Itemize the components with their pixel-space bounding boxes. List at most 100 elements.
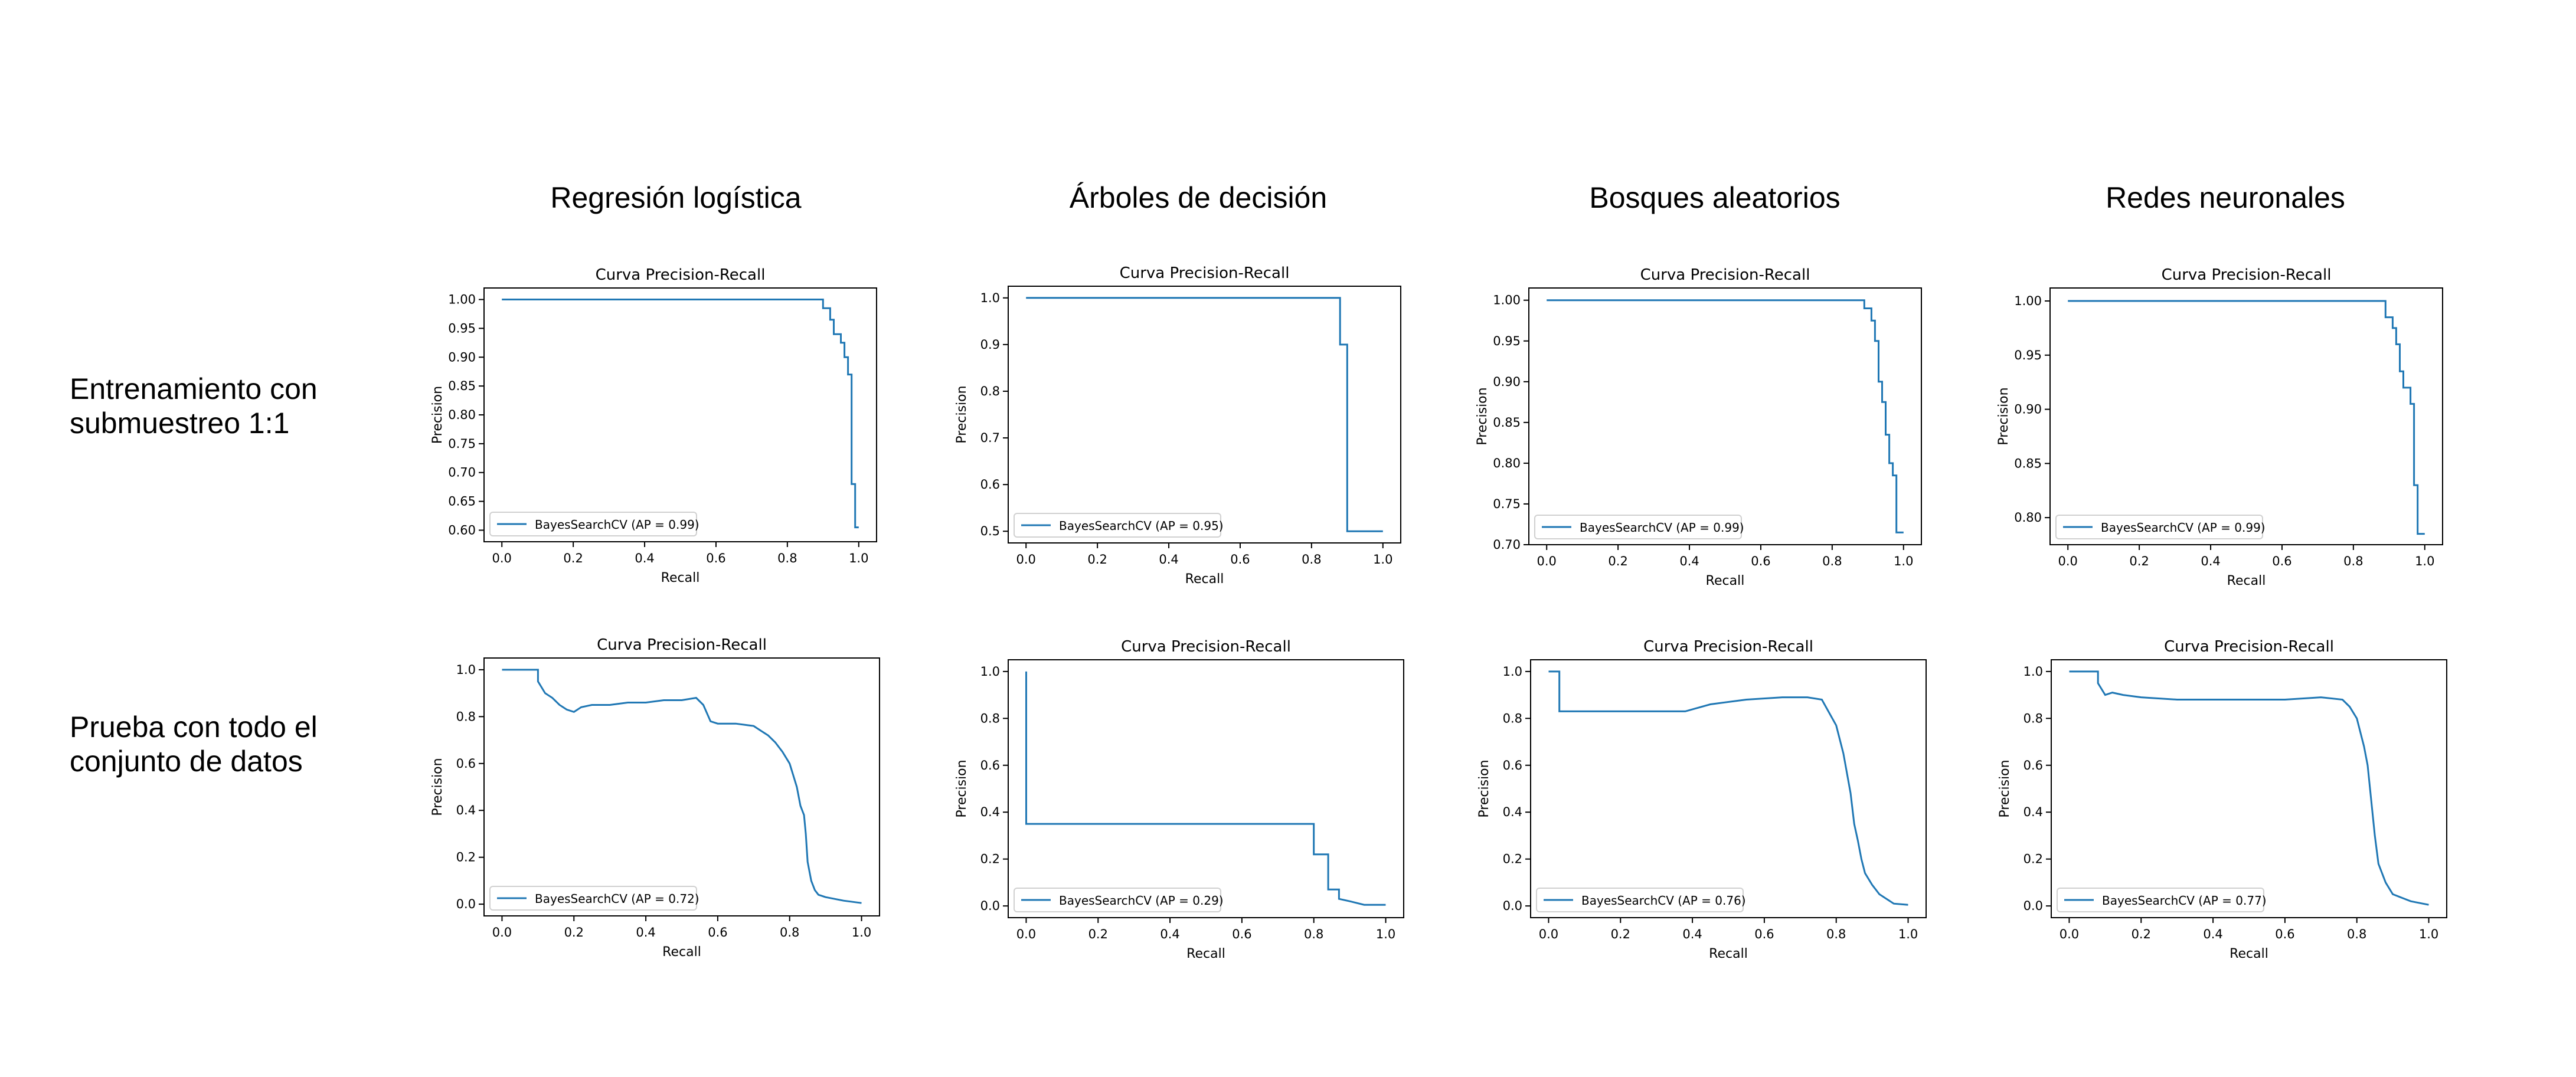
y-axis-label: Precision <box>954 760 969 817</box>
chart-panel-3: Curva Precision-Recall 0.0 0.2 0.4 0.6 0.8 1.0… <box>1475 266 1922 588</box>
x-tick-label: 0.6 <box>708 925 727 939</box>
row-label-2: Prueba con todo el conjunto de datos <box>70 711 318 778</box>
x-tick-label: 0.4 <box>636 925 655 939</box>
x-tick-label: 1.0 <box>2419 927 2438 941</box>
legend-box <box>1534 515 1742 539</box>
x-tick-label: 0.2 <box>1088 927 1108 941</box>
y-tick-label: 0.95 <box>2014 348 2042 362</box>
y-tick-label: 0.80 <box>448 408 476 422</box>
chart-panel-2: Curva Precision-Recall 0.0 0.2 0.4 0.6 0.8 1.0… <box>954 264 1401 587</box>
x-tick-label: 0.8 <box>1304 927 1323 941</box>
y-tick-label: 0.80 <box>1493 456 1521 470</box>
pr-curve-line <box>502 299 859 529</box>
y-tick-label: 0.4 <box>980 805 1000 819</box>
x-tick-label: 0.8 <box>2347 927 2366 941</box>
y-tick-label: 0.8 <box>456 709 476 724</box>
x-tick-label: 0.2 <box>1608 554 1627 568</box>
plot-frame <box>1530 659 1927 918</box>
legend-label: BayesSearchCV (AP = 0.99) <box>535 518 699 532</box>
x-axis-label: Recall <box>662 945 701 960</box>
x-tick-label: 0.6 <box>1232 927 1251 941</box>
y-tick-label: 0.8 <box>980 384 1000 398</box>
legend-label: BayesSearchCV (AP = 0.95) <box>1059 519 1224 533</box>
plot-frame <box>1008 659 1404 918</box>
x-axis-label: Recall <box>1706 574 1745 588</box>
y-tick-label: 0.6 <box>2023 758 2043 772</box>
x-tick-label: 0.8 <box>780 925 799 939</box>
y-tick-label: 0.90 <box>2014 402 2042 417</box>
y-tick-label: 0.90 <box>448 350 476 364</box>
x-tick-label: 0.8 <box>1822 554 1842 568</box>
x-tick-label: 0.0 <box>492 925 512 939</box>
y-tick-label: 0.8 <box>980 711 1000 725</box>
x-tick-label: 0.8 <box>1826 927 1846 941</box>
y-tick-label: 0.0 <box>980 899 1000 913</box>
y-tick-label: 0.2 <box>980 852 1000 866</box>
y-axis-label: Precision <box>430 386 445 444</box>
x-tick-label: 0.4 <box>1679 554 1699 568</box>
x-tick-label: 0.0 <box>1016 927 1036 941</box>
legend-box <box>1014 888 1221 912</box>
y-axis-label: Precision <box>430 758 445 816</box>
y-tick-label: 1.00 <box>2014 294 2042 308</box>
row-label-1: Entrenamiento con submuestreo 1:1 <box>70 372 318 440</box>
y-tick-label: 0.4 <box>1503 805 1522 819</box>
x-tick-label: 0.0 <box>1537 554 1557 568</box>
y-tick-label: 0.8 <box>1503 711 1522 725</box>
x-tick-label: 0.8 <box>2343 554 2363 568</box>
x-tick-label: 0.4 <box>635 551 654 565</box>
legend-box <box>2057 888 2264 912</box>
pr-curve-line <box>2069 670 2429 906</box>
plot-frame <box>1008 286 1401 544</box>
x-axis-label: Recall <box>1709 947 1748 961</box>
legend-box <box>1536 888 1744 912</box>
chart-title: Curva Precision-Recall <box>597 636 767 654</box>
x-tick-label: 0.0 <box>1539 927 1558 941</box>
x-tick-label: 0.0 <box>1016 552 1036 567</box>
legend-label: BayesSearchCV (AP = 0.77) <box>2102 893 2267 908</box>
y-axis-label: Precision <box>954 385 969 443</box>
y-tick-label: 0.80 <box>2014 510 2042 525</box>
x-tick-label: 0.4 <box>2203 927 2222 941</box>
x-tick-label: 0.8 <box>777 551 797 565</box>
x-tick-label: 0.4 <box>1159 552 1178 567</box>
y-tick-label: 0.90 <box>1493 375 1521 389</box>
x-tick-label: 0.4 <box>1682 927 1702 941</box>
y-tick-label: 1.00 <box>1493 293 1521 307</box>
y-tick-label: 0.6 <box>980 758 1000 772</box>
y-tick-label: 0.85 <box>1493 415 1521 430</box>
y-tick-label: 0.6 <box>980 477 1000 492</box>
y-tick-label: 0.9 <box>980 338 1000 352</box>
y-tick-label: 0.2 <box>2023 852 2043 866</box>
y-tick-label: 1.0 <box>2023 664 2043 679</box>
chart-panel-1: Curva Precision-Recall 0.0 0.2 0.4 0.6 0.8 1.0… <box>430 266 877 585</box>
pr-curve-line <box>2068 300 2425 535</box>
chart-title: Curva Precision-Recall <box>1120 264 1290 282</box>
y-tick-label: 0.60 <box>448 523 476 537</box>
pr-curve-line <box>1548 670 1908 906</box>
chart-title: Curva Precision-Recall <box>2162 266 2332 284</box>
y-tick-label: 0.6 <box>456 757 476 771</box>
legend-label: BayesSearchCV (AP = 0.99) <box>1580 521 1744 535</box>
x-axis-label: Recall <box>1185 572 1224 587</box>
y-axis-label: Precision <box>1996 387 2011 445</box>
plot-frame <box>1528 287 1922 545</box>
y-tick-label: 0.0 <box>1503 899 1522 913</box>
y-tick-label: 1.0 <box>1503 664 1522 679</box>
x-tick-label: 0.6 <box>1751 554 1770 568</box>
x-tick-label: 1.0 <box>2415 554 2434 568</box>
pr-curve-line <box>1026 297 1383 532</box>
x-tick-label: 0.2 <box>1611 927 1630 941</box>
x-axis-label: Recall <box>2230 947 2268 961</box>
x-tick-label: 0.0 <box>2060 927 2079 941</box>
column-title-4: Redes neuronales <box>2106 181 2345 214</box>
chart-panel-7: Curva Precision-Recall 0.0 0.2 0.4 0.6 0.8 1.0… <box>1477 638 1927 961</box>
pr-curve-line <box>1547 299 1904 533</box>
y-tick-label: 0.95 <box>448 321 476 335</box>
y-tick-label: 0.4 <box>2023 805 2043 819</box>
x-axis-label: Recall <box>661 571 700 585</box>
x-tick-label: 0.6 <box>2272 554 2291 568</box>
y-tick-label: 0.7 <box>980 431 1000 445</box>
legend-box <box>489 512 697 536</box>
